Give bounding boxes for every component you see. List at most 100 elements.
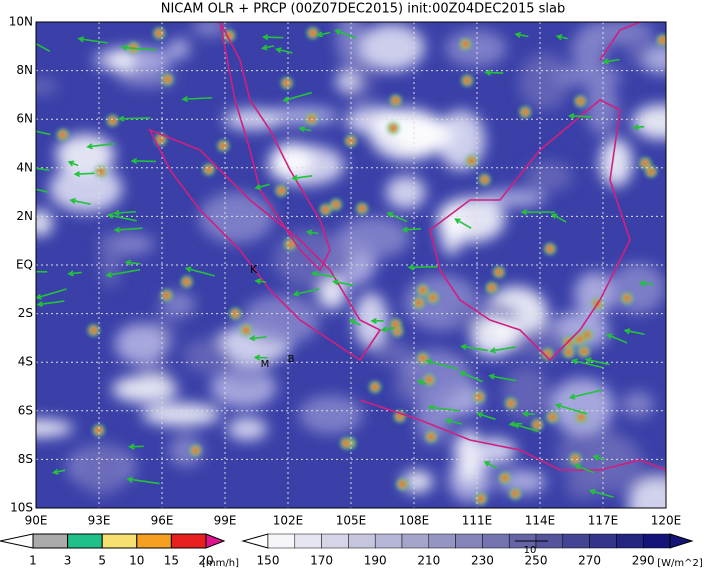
cloud	[141, 403, 221, 426]
lat-label: 2S	[18, 306, 33, 320]
legend-tick: 3	[64, 554, 72, 568]
rain-cell	[476, 394, 482, 400]
wind-arrow	[386, 211, 408, 223]
legend-swatch	[589, 533, 617, 549]
legend-tick: 290	[632, 554, 655, 568]
legend-swatch	[482, 533, 510, 549]
map-area	[36, 22, 666, 508]
wind-arrow	[120, 44, 157, 51]
wind-arrow	[86, 142, 115, 150]
rain-cell	[550, 414, 555, 420]
lon-label: 93E	[88, 514, 111, 528]
wind-arrow	[454, 218, 472, 229]
wind-arrow	[606, 333, 628, 344]
wind-arrow	[638, 280, 654, 287]
wind-arrow	[554, 403, 587, 415]
rain-cell	[98, 169, 104, 174]
cloud	[385, 175, 426, 209]
wind-arrow	[380, 326, 395, 333]
rain-cell	[243, 327, 249, 333]
legend-end	[205, 533, 226, 549]
rain-cell	[428, 434, 434, 439]
wind-arrow	[298, 126, 312, 133]
legend-swatch	[101, 533, 138, 549]
cloud	[513, 327, 568, 360]
wind-arrow	[425, 359, 458, 370]
wind-arrow	[184, 266, 215, 277]
cloud	[565, 474, 603, 500]
wind-arrow	[484, 69, 504, 76]
cloud	[610, 263, 666, 314]
wind-arrow	[261, 44, 275, 51]
cloud	[199, 192, 274, 244]
place-label: K	[250, 263, 258, 276]
cloud	[374, 339, 411, 366]
lat-label: 8N	[16, 63, 33, 77]
wind-arrow	[311, 270, 335, 278]
lon-label: 99E	[214, 514, 237, 528]
rain-cell	[400, 482, 405, 487]
wind-arrow	[568, 112, 592, 120]
legend-tick: 230	[471, 554, 494, 568]
wind-arrow	[305, 229, 319, 236]
wind-arrow	[476, 411, 496, 421]
rain-cell	[156, 31, 162, 36]
rain-cell	[393, 322, 398, 327]
cloud	[183, 339, 230, 373]
wind-arrow	[316, 31, 331, 38]
place-label: M	[261, 359, 270, 370]
legend-tick: 250	[525, 554, 548, 568]
lat-label: 2N	[16, 209, 33, 223]
rain-cell	[577, 337, 582, 342]
cloud	[227, 417, 268, 441]
wind-arrow	[334, 29, 357, 39]
rain-cell	[573, 456, 578, 461]
cloud	[519, 53, 571, 111]
wind-arrow	[427, 404, 460, 412]
lat-label: 6N	[16, 112, 33, 126]
rain-cell	[91, 328, 96, 333]
cloud	[336, 22, 364, 67]
wind-arrow	[52, 468, 66, 475]
legend-swatch	[642, 533, 671, 549]
legend-unit: [W/m^2]	[657, 558, 703, 569]
cloud	[394, 371, 423, 403]
rain-cell	[96, 428, 101, 433]
rain-cell	[284, 80, 290, 86]
cloud	[264, 106, 339, 125]
wind-arrow	[36, 167, 50, 172]
legend-unit: [mm/h]	[202, 558, 239, 569]
legend-tick: 5	[98, 554, 106, 568]
cloud	[549, 378, 614, 435]
legend-tick: 15	[164, 554, 179, 568]
rain-cell	[348, 138, 354, 144]
wind-arrow	[520, 209, 555, 216]
rain-cell	[579, 415, 584, 420]
legend-swatch	[267, 533, 296, 549]
wind-arrow	[370, 317, 384, 324]
cloud	[480, 189, 546, 207]
rain-cell	[391, 125, 396, 131]
rain-cell	[513, 491, 518, 496]
cloud	[415, 389, 450, 445]
wind-arrow	[130, 157, 156, 165]
legend-swatch	[348, 533, 376, 549]
lon-label: 102E	[273, 514, 304, 528]
cloud	[437, 197, 505, 243]
wind-arrow	[36, 130, 51, 136]
wind-arrow	[602, 58, 620, 65]
legend-tick: 190	[364, 554, 387, 568]
wind-arrow	[588, 488, 614, 498]
lon-label: 114E	[525, 514, 556, 528]
cloud	[167, 38, 191, 59]
rain-cell	[393, 98, 398, 103]
wind-arrow	[67, 270, 82, 277]
rain-cell	[430, 295, 436, 300]
wind-arrow	[555, 34, 568, 41]
cloud	[401, 470, 433, 493]
legend-swatch	[428, 533, 456, 549]
cloud	[625, 35, 650, 64]
rain-cell	[279, 188, 284, 193]
cloud	[36, 77, 59, 95]
lat-label: EQ	[16, 258, 33, 272]
